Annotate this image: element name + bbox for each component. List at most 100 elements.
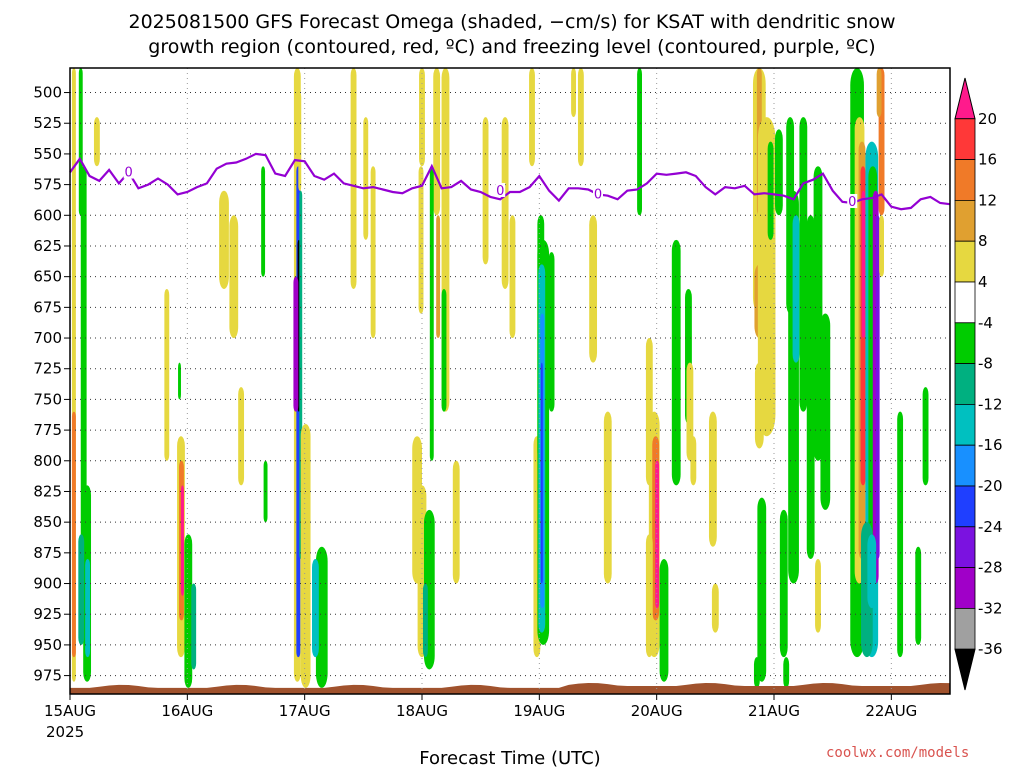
y-tick-label: 875	[33, 544, 62, 562]
omega-shaded-region	[93, 117, 100, 167]
contour-label-bg	[593, 186, 603, 201]
y-tick-label: 775	[33, 421, 62, 439]
colorbar-swatch	[954, 485, 976, 528]
x-tick-label: 22AUG	[865, 702, 917, 720]
contour-label: 0	[125, 166, 133, 181]
omega-shaded-region	[897, 411, 904, 658]
colorbar-swatch	[954, 567, 976, 609]
omega-shaded-region	[191, 583, 197, 670]
freezing-level-contour: 0 0 0 0	[69, 152, 951, 211]
colorbar-swatch	[954, 199, 976, 242]
colorbar-label: 20	[978, 110, 997, 128]
y-tick-label: 700	[33, 329, 62, 347]
colorbar-swatch	[954, 77, 976, 120]
colorbar-swatch	[954, 118, 976, 161]
colorbar-swatch	[954, 608, 976, 650]
surface-terrain	[70, 682, 950, 694]
colorbar-swatch	[954, 403, 976, 446]
omega-shaded-region	[708, 411, 717, 547]
contour-label-bg	[123, 164, 134, 179]
y-tick-label: 950	[33, 636, 62, 654]
colorbar-label: -36	[978, 640, 1003, 658]
x-axis: 15AUG 16AUG 17AUG 18AUG 19AUG 20AUG 21AUG 22AUG	[44, 694, 917, 720]
omega-shaded-region	[363, 117, 369, 240]
omega-shaded-region	[548, 252, 555, 412]
omega-shaded-region	[482, 117, 489, 265]
omega-shaded-region	[85, 558, 91, 658]
omega-shaded-region	[915, 546, 922, 645]
colorbar-swatch	[954, 322, 976, 364]
colorbar-label: -12	[978, 395, 1003, 413]
colorbar-label: -32	[978, 599, 1003, 617]
omega-shaded-region	[815, 558, 821, 633]
y-tick-label: 625	[33, 237, 62, 255]
omega-shaded-region	[418, 166, 424, 314]
year-label: 2025	[46, 723, 84, 741]
y-tick-label: 975	[33, 667, 62, 685]
y-tick-label: 675	[33, 298, 62, 316]
omega-shaded-region	[178, 362, 181, 400]
colorbar-label: 4	[978, 273, 988, 291]
omega-shaded-region	[792, 215, 800, 363]
omega-shaded-region	[312, 558, 319, 658]
colorbar-label: -16	[978, 436, 1003, 454]
omega-shaded-region	[690, 436, 697, 486]
omega-shaded-region	[879, 215, 884, 277]
contour-label-bg	[495, 182, 506, 197]
omega-shaded-region	[71, 411, 76, 658]
omega-shaded-region	[429, 166, 434, 461]
y-axis: 500 525 550 575 600 625 650 675 700 725 750 775 800 8…	[33, 84, 70, 685]
colorbar: 20 16 12 8 4 -4 -8 -12 -16 -20 -24 -28 -32 -36	[954, 77, 1003, 691]
omega-shaded-region	[164, 288, 170, 461]
grid-layer	[69, 68, 950, 694]
x-tick-label: 16AUG	[161, 702, 213, 720]
x-tick-label: 19AUG	[513, 702, 565, 720]
omega-shaded-region	[529, 68, 535, 167]
omega-shaded-region	[184, 534, 193, 688]
omega-shaded-region	[436, 215, 441, 339]
omega-shaded-region	[867, 534, 877, 609]
colorbar-label: -20	[978, 477, 1003, 495]
colorbar-swatch	[954, 240, 976, 283]
omega-shaded-region	[774, 129, 783, 216]
omega-shaded-region	[540, 362, 543, 584]
omega-shaded-region	[350, 68, 357, 289]
colorbar-swatch	[954, 281, 976, 324]
colorbar-label: -24	[978, 518, 1003, 536]
y-tick-label: 575	[33, 176, 62, 194]
omega-shaded-region	[78, 534, 85, 645]
omega-shaded-region	[589, 215, 598, 363]
omega-shaded-region	[779, 509, 788, 658]
omega-shaded-region	[422, 583, 428, 658]
y-tick-label: 800	[33, 452, 62, 470]
plot-frame	[69, 67, 951, 695]
omega-shaded-region	[501, 117, 509, 289]
x-tick-label: 21AUG	[748, 702, 800, 720]
colorbar-label: 16	[978, 151, 997, 169]
omega-shaded-region	[875, 215, 880, 559]
omega-shaded-region	[659, 558, 669, 682]
x-tick-label: 17AUG	[279, 702, 331, 720]
colorbar-swatch	[954, 648, 976, 691]
y-tick-label: 900	[33, 575, 62, 593]
omega-shaded-region	[922, 387, 929, 486]
contour-label: 0	[848, 195, 856, 210]
omega-shaded-region	[876, 68, 882, 118]
colorbar-label: 8	[978, 232, 988, 250]
omega-shaded-region	[180, 485, 184, 596]
colorbar-label: -4	[978, 314, 993, 332]
colorbar-swatch	[954, 526, 976, 568]
omega-shaded-region	[298, 92, 302, 191]
omega-shaded-region	[711, 583, 719, 633]
omega-shaded-region	[686, 362, 694, 461]
colorbar-label: -8	[978, 355, 993, 373]
colorbar-swatch	[954, 444, 976, 487]
omega-shaded-region	[300, 423, 311, 688]
credit-text: coolwx.com/models	[826, 745, 969, 761]
omega-shaded-region	[219, 190, 229, 289]
omega-shaded-region	[293, 276, 299, 412]
omega-shaded-region	[637, 68, 642, 216]
x-tick-label: 15AUG	[44, 702, 96, 720]
contour-label: 0	[496, 184, 504, 199]
